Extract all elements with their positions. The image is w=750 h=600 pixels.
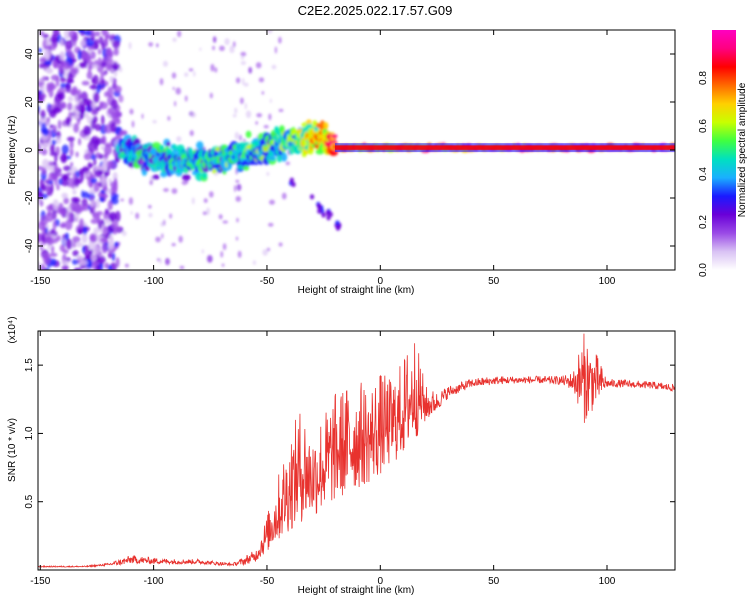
colorbar-tick-label: 0.6 bbox=[698, 119, 709, 133]
spectrogram-y-tick-label: -40 bbox=[24, 238, 35, 253]
snr-x-tick-label: 0 bbox=[378, 576, 384, 587]
snr-x-tick-label: -100 bbox=[144, 576, 164, 587]
colorbar-tick-label: 0.2 bbox=[698, 215, 709, 229]
spectrogram-y-tick-label: -20 bbox=[24, 190, 35, 205]
snr-panel: -150 -100 -50 0 50 100 0.5 1.0 1.5 Height of st… bbox=[7, 316, 676, 596]
snr-y-tick-label: 1.5 bbox=[24, 358, 35, 372]
colorbar-tick-label: 0.8 bbox=[698, 71, 709, 85]
spectrogram-panel: -150 -100 -50 0 50 100 -40 -20 0 20 40 Height of … bbox=[7, 29, 676, 296]
spectrogram-x-tick-label: -100 bbox=[144, 276, 164, 287]
spectrogram-y-tick-label: 0 bbox=[24, 147, 35, 153]
snr-series bbox=[38, 333, 675, 569]
spectrogram-image bbox=[38, 30, 675, 270]
snr-y-ticks: 0.5 1.0 1.5 bbox=[24, 358, 675, 509]
spectrogram-y-label: Frequency (Hz) bbox=[7, 116, 18, 185]
snr-x-tick-label: 100 bbox=[599, 576, 616, 587]
colorbar-label: Normalized spectral amplitude bbox=[737, 82, 748, 217]
snr-y-multiplier: (x10⁴) bbox=[7, 316, 18, 343]
colorbar: 0.0 0.2 0.4 0.6 0.8 Normalized spectral ampl… bbox=[698, 30, 748, 277]
snr-frame bbox=[37, 330, 676, 571]
colorbar-tick-label: 0.0 bbox=[698, 263, 709, 277]
snr-line bbox=[38, 333, 675, 569]
colorbar-gradient bbox=[712, 30, 736, 270]
snr-y-tick-label: 0.5 bbox=[24, 494, 35, 508]
spectrogram-x-tick-label: 100 bbox=[599, 276, 616, 287]
spectrogram-x-tick-label: 50 bbox=[488, 276, 500, 287]
spectrogram-x-label: Height of straight line (km) bbox=[298, 285, 415, 296]
snr-x-label: Height of straight line (km) bbox=[298, 585, 415, 596]
colorbar-ticks: 0.0 0.2 0.4 0.6 0.8 bbox=[698, 71, 709, 277]
spectrogram-x-tick-label: -50 bbox=[260, 276, 275, 287]
snr-y-label: SNR (10 * v/v) bbox=[7, 418, 18, 482]
spectrogram-x-tick-label: 0 bbox=[378, 276, 384, 287]
spectrogram-x-tick-label: -150 bbox=[30, 276, 50, 287]
spectrogram-y-tick-label: 40 bbox=[24, 48, 35, 60]
colorbar-tick-label: 0.4 bbox=[698, 167, 709, 181]
figure-title: C2E2.2025.022.17.57.G09 bbox=[298, 3, 453, 18]
snr-y-tick-label: 1.0 bbox=[24, 426, 35, 440]
snr-x-tick-label: 50 bbox=[488, 576, 500, 587]
spectrogram-y-tick-label: 20 bbox=[24, 96, 35, 108]
snr-x-tick-label: -150 bbox=[30, 576, 50, 587]
snr-x-tick-label: -50 bbox=[260, 576, 275, 587]
snr-x-ticks: -150 -100 -50 0 50 100 bbox=[30, 331, 616, 587]
spectrogram-x-ticks: -150 -100 -50 0 50 100 bbox=[30, 30, 616, 287]
spectrogram-y-ticks: -40 -20 0 20 40 bbox=[24, 48, 675, 253]
